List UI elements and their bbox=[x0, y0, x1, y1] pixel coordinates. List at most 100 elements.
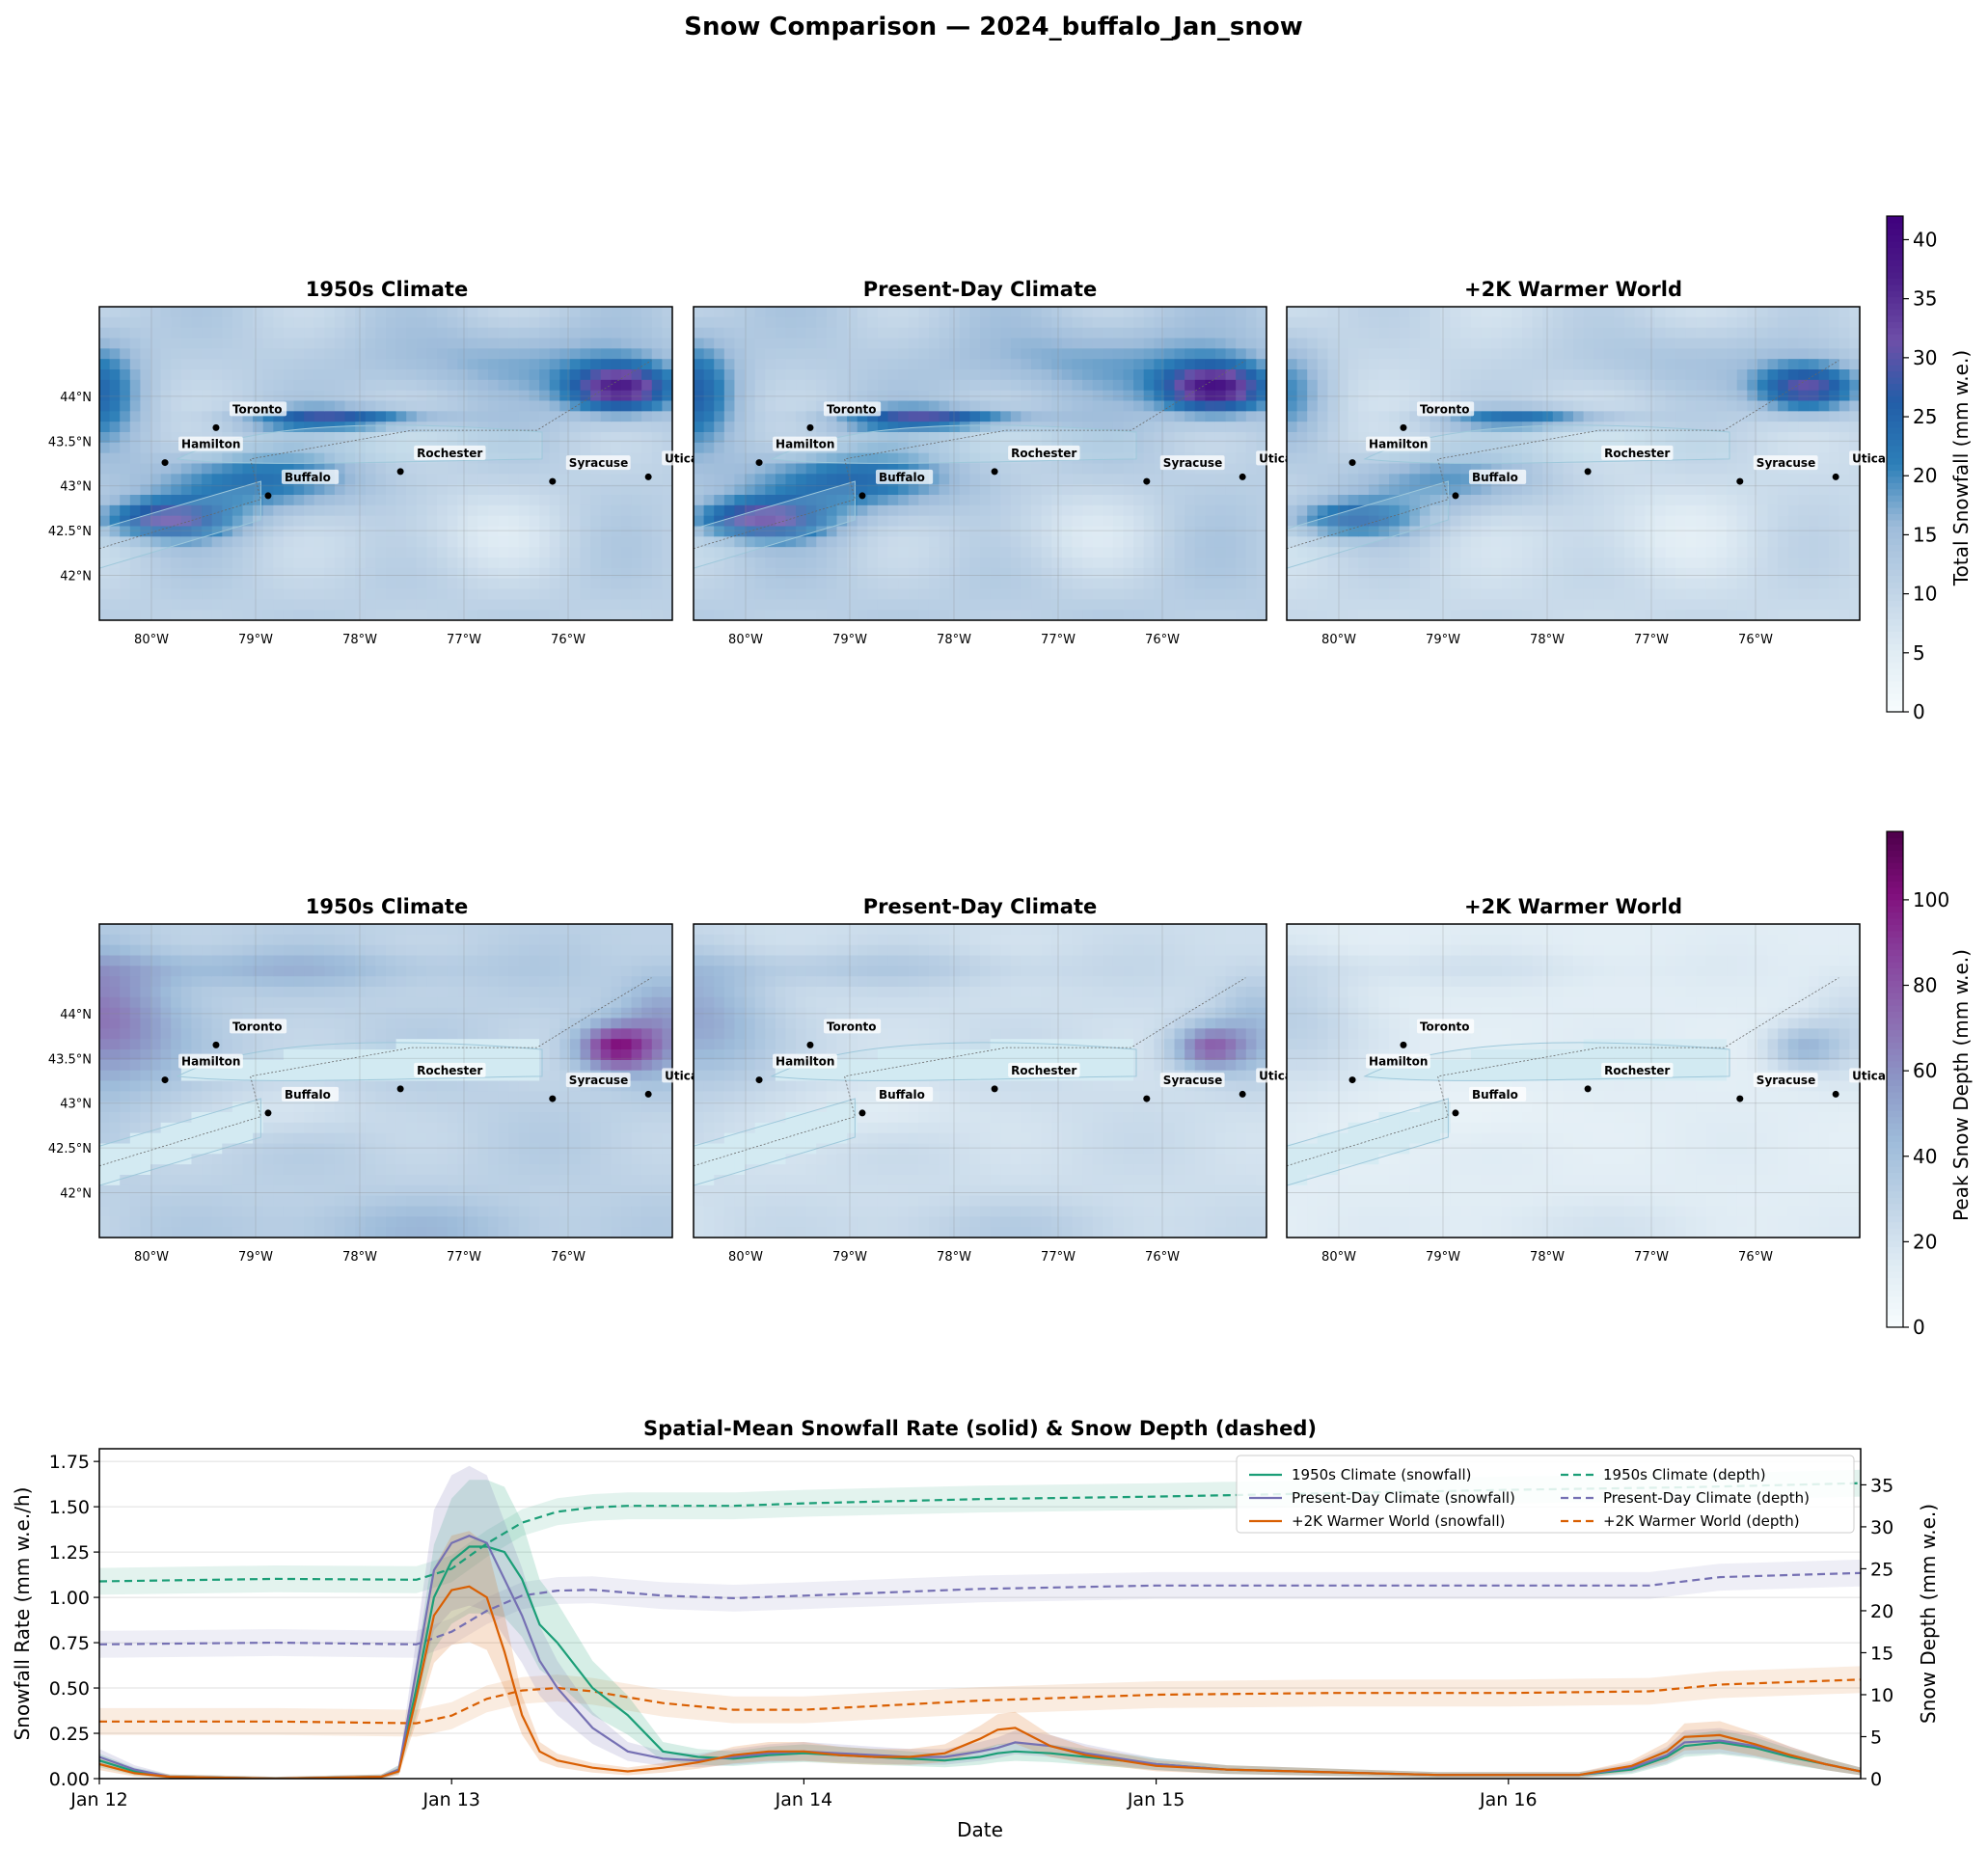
map-cell bbox=[1491, 452, 1503, 465]
map-cell bbox=[293, 327, 305, 340]
map-cell bbox=[1767, 432, 1779, 444]
map-cell bbox=[1194, 442, 1206, 454]
map-cell bbox=[508, 452, 520, 465]
map-cell bbox=[1696, 536, 1707, 548]
map-cell bbox=[549, 463, 560, 475]
map-cell bbox=[1041, 369, 1052, 381]
map-cell bbox=[1798, 400, 1810, 412]
map-cell bbox=[1747, 316, 1758, 329]
map-cell bbox=[1185, 588, 1196, 600]
map-cell bbox=[1143, 442, 1155, 454]
map-cell bbox=[99, 558, 111, 569]
map-cell bbox=[1061, 547, 1074, 558]
map-cell bbox=[745, 422, 756, 433]
map-cell bbox=[1000, 348, 1012, 360]
map-cell bbox=[734, 515, 746, 528]
map-cell bbox=[191, 316, 203, 329]
map-cell bbox=[365, 422, 376, 433]
map-cell bbox=[569, 484, 582, 496]
map-cell bbox=[1123, 307, 1134, 318]
map-cell bbox=[171, 610, 182, 621]
map-cell bbox=[1532, 316, 1543, 329]
map-cell bbox=[1747, 495, 1758, 506]
map-cell bbox=[457, 495, 469, 506]
map-cell bbox=[202, 610, 213, 621]
map-cell bbox=[1665, 316, 1676, 329]
map-cell bbox=[1296, 610, 1308, 621]
map-cell bbox=[611, 307, 622, 318]
map-cell bbox=[1082, 316, 1094, 329]
map-cell bbox=[406, 452, 418, 465]
map-cell bbox=[293, 432, 305, 444]
map-cell bbox=[734, 578, 746, 590]
map-cell bbox=[1296, 316, 1308, 329]
map-cell bbox=[1675, 536, 1687, 548]
map-cell bbox=[242, 547, 254, 558]
map-cell bbox=[1481, 515, 1492, 528]
map-cell bbox=[939, 369, 950, 381]
map-cell bbox=[1716, 547, 1728, 558]
map-cell bbox=[877, 536, 889, 548]
map-cell bbox=[467, 504, 479, 517]
map-cell bbox=[344, 348, 356, 360]
map-cell bbox=[1317, 536, 1329, 548]
map-cell bbox=[1450, 515, 1461, 528]
map-cell bbox=[1378, 359, 1390, 370]
map-cell bbox=[549, 379, 560, 392]
map-cell bbox=[1133, 474, 1145, 485]
map-cell bbox=[745, 567, 756, 580]
map-cell bbox=[959, 463, 970, 475]
map-cell bbox=[1041, 515, 1052, 528]
map-cell bbox=[1348, 504, 1359, 517]
map-cell bbox=[1072, 558, 1083, 569]
map-cell bbox=[559, 400, 571, 412]
map-cell bbox=[488, 307, 500, 318]
map-cell bbox=[355, 484, 367, 496]
map-cell bbox=[1399, 411, 1410, 422]
map-cell bbox=[1736, 578, 1748, 590]
map-cell bbox=[231, 463, 244, 475]
map-cell bbox=[754, 307, 766, 318]
lat-tick-label: 42.5°N bbox=[48, 525, 92, 539]
map-cell bbox=[344, 432, 356, 444]
map-cell bbox=[1481, 526, 1492, 537]
map-cell bbox=[202, 526, 213, 537]
map-cell bbox=[253, 452, 264, 465]
map-cell bbox=[1225, 578, 1237, 590]
map-cell bbox=[1645, 484, 1656, 496]
map-cell bbox=[140, 495, 151, 506]
map-cell bbox=[959, 578, 970, 590]
map-cell bbox=[836, 484, 848, 496]
map-cell bbox=[518, 504, 531, 517]
map-cell bbox=[1705, 558, 1718, 569]
map-cell bbox=[1368, 411, 1380, 422]
map-cell bbox=[1685, 504, 1697, 517]
map-cell bbox=[1378, 599, 1390, 611]
map-cell bbox=[1563, 359, 1574, 370]
map-cell bbox=[1481, 442, 1492, 454]
map-cell bbox=[1409, 567, 1421, 580]
map-cell bbox=[1163, 422, 1176, 433]
map-cell bbox=[980, 348, 992, 360]
map-cell bbox=[344, 567, 356, 580]
map-cell bbox=[1521, 567, 1534, 580]
map-cell bbox=[1665, 359, 1676, 370]
map-cell bbox=[1696, 307, 1707, 318]
city-label: Utica bbox=[1259, 451, 1293, 465]
map-cell bbox=[253, 578, 264, 590]
map-cell bbox=[1256, 547, 1267, 558]
map-cell bbox=[847, 536, 858, 548]
map-cell bbox=[355, 442, 367, 454]
map-cell bbox=[559, 442, 571, 454]
map-cell bbox=[457, 484, 469, 496]
map-cell bbox=[334, 422, 346, 433]
map-cell bbox=[1542, 359, 1554, 370]
map-cell bbox=[549, 442, 560, 454]
map-cell bbox=[1205, 422, 1216, 433]
map-cell bbox=[1634, 463, 1646, 475]
map-cell bbox=[898, 400, 910, 412]
map-cell bbox=[631, 588, 642, 600]
map-cell bbox=[1757, 327, 1769, 340]
map-cell bbox=[1409, 316, 1421, 329]
map-cell bbox=[1133, 422, 1145, 433]
